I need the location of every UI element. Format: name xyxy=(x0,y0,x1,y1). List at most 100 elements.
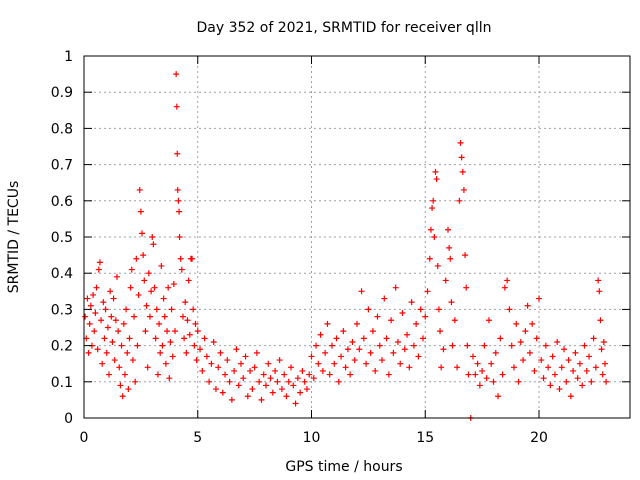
data-point xyxy=(168,306,175,313)
data-point xyxy=(588,378,595,385)
data-point xyxy=(520,357,527,364)
data-point xyxy=(570,367,577,374)
data-point xyxy=(351,357,358,364)
data-point xyxy=(459,168,466,175)
data-point xyxy=(165,284,172,291)
data-point xyxy=(356,346,363,353)
data-point xyxy=(481,342,488,349)
data-point xyxy=(148,288,155,295)
data-point xyxy=(419,335,426,342)
data-point xyxy=(434,262,441,269)
data-point xyxy=(547,382,554,389)
data-point xyxy=(367,349,374,356)
data-point xyxy=(93,284,100,291)
data-point xyxy=(240,375,247,382)
data-point xyxy=(276,357,283,364)
data-point xyxy=(217,349,224,356)
data-point xyxy=(194,328,201,335)
data-point xyxy=(91,328,98,335)
data-point xyxy=(335,378,342,385)
data-point xyxy=(177,255,184,262)
data-point xyxy=(383,335,390,342)
data-point xyxy=(151,284,158,291)
data-point xyxy=(326,371,333,378)
data-point xyxy=(583,367,590,374)
data-point xyxy=(247,367,254,374)
data-point xyxy=(319,367,326,374)
data-point xyxy=(116,364,123,371)
data-point xyxy=(381,295,388,302)
data-point xyxy=(210,338,217,345)
data-point xyxy=(85,349,92,356)
data-point xyxy=(590,335,597,342)
data-point xyxy=(517,338,524,345)
data-point xyxy=(565,357,572,364)
data-point xyxy=(379,357,386,364)
data-point xyxy=(374,313,381,320)
data-point xyxy=(274,378,281,385)
data-point xyxy=(164,328,171,335)
data-point xyxy=(231,367,238,374)
data-point xyxy=(184,317,191,324)
data-point xyxy=(90,291,97,298)
data-point xyxy=(167,338,174,345)
data-point xyxy=(228,396,235,403)
data-point xyxy=(490,378,497,385)
data-point xyxy=(161,313,168,320)
chart-title: Day 352 of 2021, SRMTID for receiver qll… xyxy=(197,20,492,36)
data-point xyxy=(499,371,506,378)
data-point xyxy=(599,371,606,378)
data-point xyxy=(170,281,177,288)
data-point xyxy=(110,295,117,302)
data-point xyxy=(224,357,231,364)
data-point xyxy=(465,371,472,378)
data-point xyxy=(349,338,356,345)
y-tick-label: 0.3 xyxy=(51,302,73,318)
data-point xyxy=(199,367,206,374)
data-point xyxy=(483,375,490,382)
data-point xyxy=(586,353,593,360)
data-point xyxy=(442,277,449,284)
data-point xyxy=(106,371,113,378)
data-point xyxy=(595,277,602,284)
data-point xyxy=(558,364,565,371)
data-point xyxy=(133,255,140,262)
data-point xyxy=(576,360,583,367)
y-tick-label: 0.8 xyxy=(51,121,73,137)
data-point xyxy=(435,306,442,313)
data-point xyxy=(340,328,347,335)
data-point xyxy=(176,234,183,240)
data-point xyxy=(597,317,604,324)
data-point xyxy=(399,310,406,317)
data-point xyxy=(524,302,531,309)
data-point xyxy=(118,342,125,349)
data-point xyxy=(260,371,267,378)
data-point xyxy=(470,353,477,360)
data-point xyxy=(120,320,127,327)
data-point xyxy=(306,371,313,378)
data-point xyxy=(545,364,552,371)
data-point xyxy=(331,360,338,367)
data-point xyxy=(156,320,163,327)
data-point xyxy=(140,252,147,259)
data-point xyxy=(149,234,156,240)
data-point xyxy=(249,386,256,393)
data-point xyxy=(94,346,101,353)
x-tick-label: 15 xyxy=(416,430,434,446)
data-point xyxy=(404,331,411,338)
data-point xyxy=(146,313,153,320)
x-axis-label: GPS time / hours xyxy=(285,459,402,475)
data-point xyxy=(485,317,492,324)
data-point xyxy=(422,313,429,320)
data-point xyxy=(504,277,511,284)
data-point xyxy=(303,386,310,393)
data-point xyxy=(522,328,529,335)
data-point xyxy=(95,266,102,273)
data-point xyxy=(388,317,395,324)
data-point xyxy=(283,393,290,400)
data-point xyxy=(446,244,453,251)
data-point xyxy=(592,364,599,371)
data-point xyxy=(365,306,372,313)
data-point xyxy=(510,364,517,371)
data-point xyxy=(162,360,169,367)
